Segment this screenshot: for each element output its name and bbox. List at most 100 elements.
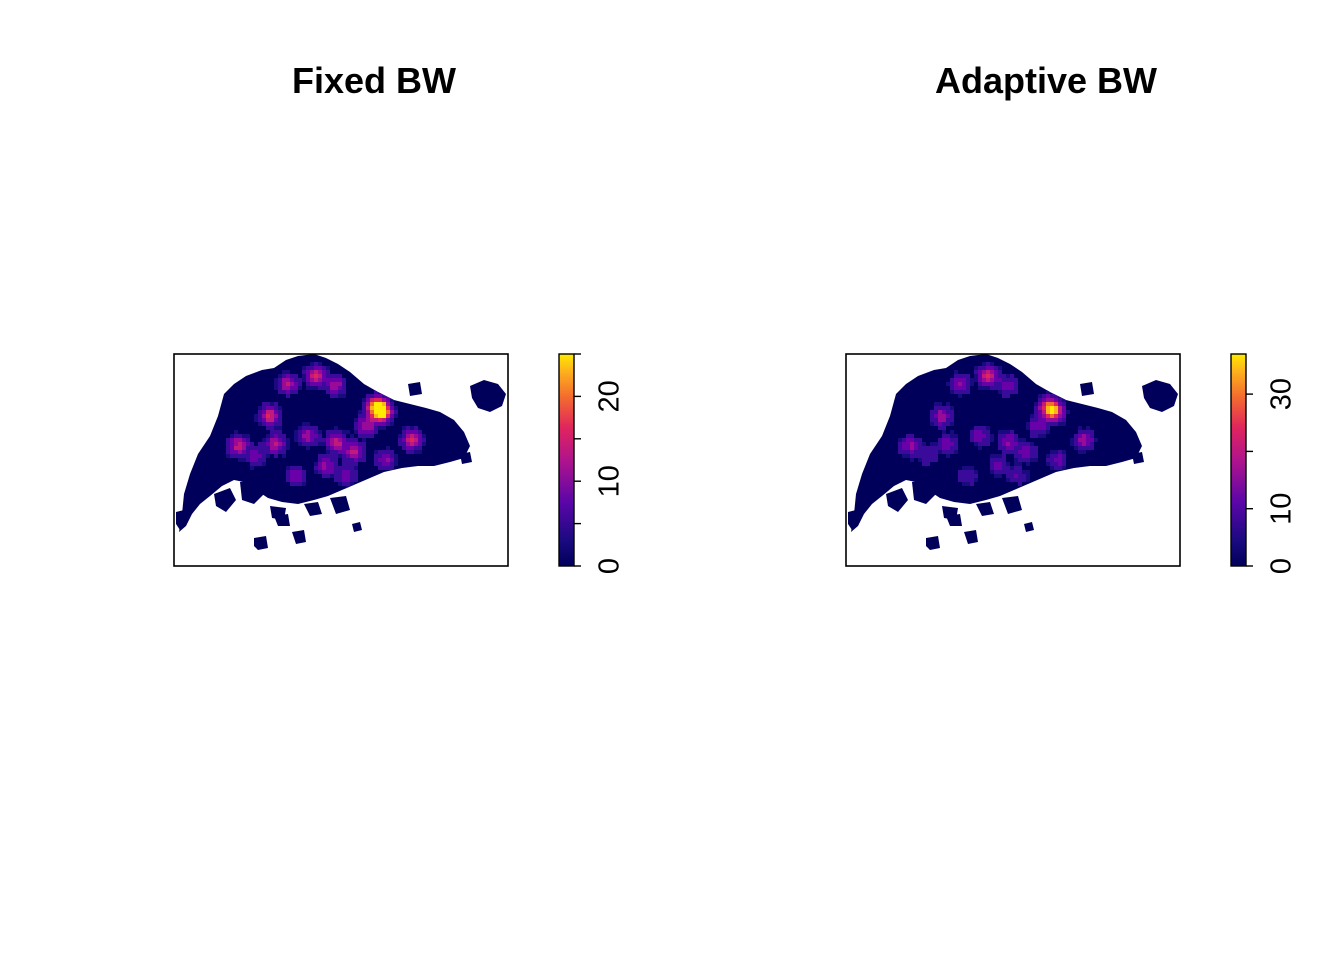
- small-island: [848, 510, 858, 530]
- density-map: [176, 354, 506, 550]
- density-cell: [418, 446, 422, 450]
- density-cell: [1058, 466, 1062, 470]
- density-cell: [934, 414, 938, 418]
- density-cell: [1006, 434, 1010, 438]
- density-cell: [978, 382, 982, 386]
- density-cell: [390, 418, 394, 422]
- density-cell: [922, 462, 926, 466]
- density-cell: [1002, 438, 1006, 442]
- density-cell: [386, 454, 390, 458]
- density-cell: [1090, 442, 1094, 446]
- density-cell: [390, 450, 394, 454]
- density-cell: [370, 406, 374, 410]
- density-cell: [378, 414, 382, 418]
- density-cell: [914, 446, 918, 450]
- density-cell: [346, 458, 350, 462]
- density-cell: [982, 378, 986, 382]
- density-cell: [258, 418, 262, 422]
- density-cell: [950, 450, 954, 454]
- density-cell: [342, 442, 346, 446]
- density-cell: [354, 478, 358, 482]
- density-cell: [322, 458, 326, 462]
- density-cell: [898, 450, 902, 454]
- density-cell: [930, 414, 934, 418]
- density-cell: [358, 454, 362, 458]
- density-cell: [346, 442, 350, 446]
- density-cell: [274, 382, 278, 386]
- density-cell: [994, 458, 998, 462]
- density-cell: [950, 438, 954, 442]
- density-cell: [1038, 398, 1042, 402]
- density-cell: [362, 454, 366, 458]
- density-cell: [974, 442, 978, 446]
- density-cell: [1026, 458, 1030, 462]
- density-cell: [266, 442, 270, 446]
- density-cell: [978, 426, 982, 430]
- density-cell: [334, 442, 338, 446]
- density-cell: [346, 454, 350, 458]
- density-cell: [350, 454, 354, 458]
- density-cell: [1006, 446, 1010, 450]
- density-cell: [1002, 466, 1006, 470]
- density-cell: [1046, 402, 1050, 406]
- density-cell: [286, 386, 290, 390]
- density-cell: [914, 438, 918, 442]
- density-cell: [1054, 458, 1058, 462]
- density-cell: [338, 482, 342, 486]
- density-cell: [318, 386, 322, 390]
- density-cell: [994, 466, 998, 470]
- density-cell: [410, 438, 414, 442]
- density-cell: [978, 366, 982, 370]
- density-cell: [334, 462, 338, 466]
- density-cell: [1070, 438, 1074, 442]
- density-cell: [390, 414, 394, 418]
- density-cell: [338, 378, 342, 382]
- density-cell: [374, 422, 378, 426]
- density-cell: [350, 466, 354, 470]
- density-cell: [342, 382, 346, 386]
- density-cell: [302, 366, 306, 370]
- density-cell: [1010, 382, 1014, 386]
- density-cell: [1038, 406, 1042, 410]
- density-cell: [326, 390, 330, 394]
- small-island: [926, 536, 940, 550]
- density-cell: [982, 434, 986, 438]
- density-cell: [382, 402, 386, 406]
- density-cell: [318, 462, 322, 466]
- density-cell: [286, 390, 290, 394]
- density-cell: [302, 482, 306, 486]
- density-cell: [314, 362, 318, 366]
- density-cell: [966, 390, 970, 394]
- density-cell: [934, 418, 938, 422]
- density-cell: [1018, 450, 1022, 454]
- density-cell: [362, 458, 366, 462]
- density-cell: [302, 442, 306, 446]
- density-cell: [422, 442, 426, 446]
- density-cell: [354, 426, 358, 430]
- density-cell: [386, 398, 390, 402]
- density-cell: [1006, 474, 1010, 478]
- density-cell: [370, 422, 374, 426]
- density-cell: [1030, 434, 1034, 438]
- density-cell: [278, 374, 282, 378]
- density-cell: [286, 374, 290, 378]
- density-cell: [1046, 426, 1050, 430]
- colorbar-tick-label: 10: [594, 465, 626, 497]
- density-cell: [990, 374, 994, 378]
- density-cell: [274, 406, 278, 410]
- density-cell: [1054, 398, 1058, 402]
- density-cell: [290, 478, 294, 482]
- density-cell: [998, 474, 1002, 478]
- density-cell: [990, 438, 994, 442]
- density-cell: [230, 442, 234, 446]
- density-cell: [294, 466, 298, 470]
- density-cell: [234, 446, 238, 450]
- density-cell: [1034, 410, 1038, 414]
- density-cell: [310, 366, 314, 370]
- density-cell: [1042, 434, 1046, 438]
- density-cell: [266, 406, 270, 410]
- small-island: [470, 380, 506, 412]
- density-cell: [910, 434, 914, 438]
- density-cell: [982, 366, 986, 370]
